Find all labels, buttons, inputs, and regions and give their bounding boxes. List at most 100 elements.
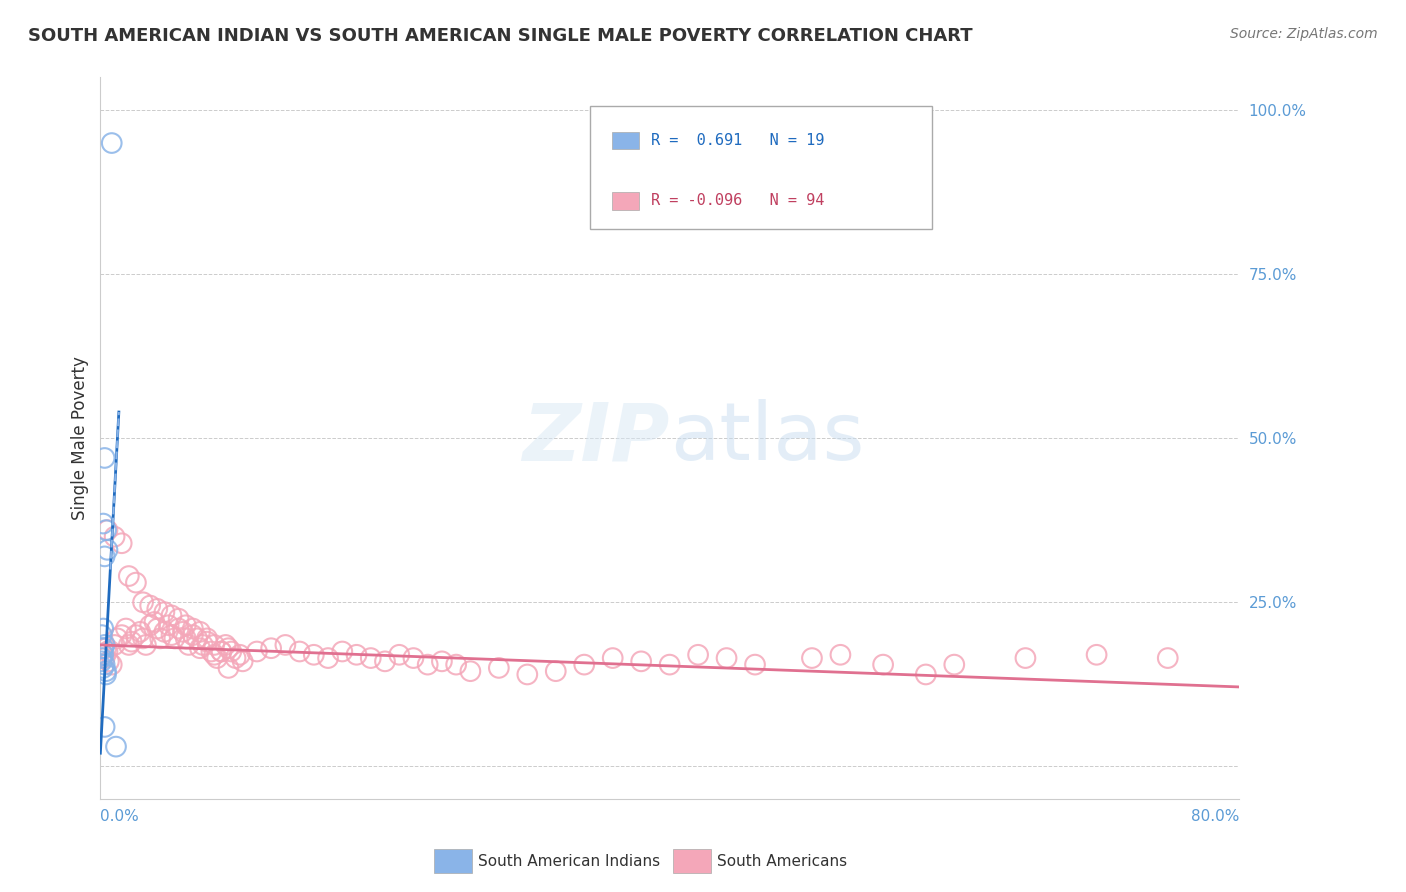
Point [1085,648,1108,662]
Point [94,523,117,537]
Point [402,651,425,665]
Point [139,618,162,632]
Point [129,624,152,639]
Point [219,644,242,658]
Point [602,651,624,665]
Point [100,657,122,672]
Point [91,661,114,675]
Point [149,632,172,646]
Point [202,638,225,652]
Text: SOUTH AMERICAN INDIAN VS SOUTH AMERICAN SINGLE MALE POVERTY CORRELATION CHART: SOUTH AMERICAN INDIAN VS SOUTH AMERICAN … [28,27,973,45]
Point [202,648,225,662]
Point [93,657,115,672]
Text: R = -0.096   N = 94: R = -0.096 N = 94 [651,194,825,209]
Point [217,661,239,675]
Point [96,542,118,557]
Point [167,622,190,636]
Point [91,641,114,656]
Point [143,615,166,629]
Point [716,651,738,665]
Point [167,612,190,626]
FancyBboxPatch shape [612,131,638,149]
Point [416,657,439,672]
Point [1014,651,1036,665]
Point [93,720,115,734]
Point [93,638,115,652]
Point [93,549,115,564]
Point [118,569,141,583]
Point [225,651,247,665]
Point [544,664,567,678]
Point [374,654,396,668]
Point [125,628,148,642]
Point [91,622,114,636]
Point [125,575,148,590]
Y-axis label: Single Male Poverty: Single Male Poverty [72,356,89,520]
Text: 0.0%: 0.0% [100,809,139,824]
Point [246,644,269,658]
Point [91,516,114,531]
Text: 80.0%: 80.0% [1191,809,1239,824]
Point [388,648,411,662]
Point [90,628,112,642]
Point [658,657,681,672]
Point [94,667,117,681]
Point [172,624,194,639]
Point [630,654,652,668]
Point [205,651,228,665]
Point [121,634,143,648]
Text: South American Indians: South American Indians [478,855,661,869]
Point [200,644,222,658]
Point [146,602,169,616]
Point [830,648,852,662]
Point [430,654,453,668]
Point [444,657,467,672]
Point [330,644,353,658]
Point [157,618,180,632]
Point [103,530,125,544]
Point [460,664,482,678]
Point [288,644,311,658]
Point [302,648,325,662]
Point [111,628,134,642]
Point [195,632,218,646]
Point [488,661,510,675]
Point [146,622,169,636]
Point [96,644,118,658]
Point [209,644,232,658]
Point [188,624,211,639]
Point [177,638,200,652]
Point [111,536,134,550]
Point [188,641,211,656]
Point [100,136,122,150]
Point [914,667,936,681]
Point [943,657,966,672]
Point [232,654,254,668]
Point [181,622,204,636]
Point [1157,651,1180,665]
Text: South Americans: South Americans [717,855,848,869]
Point [91,648,114,662]
Point [103,638,125,652]
Point [94,664,117,678]
Point [93,450,115,465]
Point [139,599,162,613]
Point [94,641,117,656]
Point [229,648,252,662]
Point [135,638,157,652]
Point [574,657,596,672]
Point [132,595,155,609]
Point [744,657,766,672]
Point [260,641,283,656]
Point [274,638,297,652]
Point [181,628,204,642]
FancyBboxPatch shape [612,192,638,210]
Point [132,632,155,646]
Point [688,648,710,662]
Point [872,657,894,672]
Point [174,618,197,632]
Text: ZIP: ZIP [522,400,669,477]
Point [186,632,208,646]
Point [97,654,120,668]
Point [217,641,239,656]
